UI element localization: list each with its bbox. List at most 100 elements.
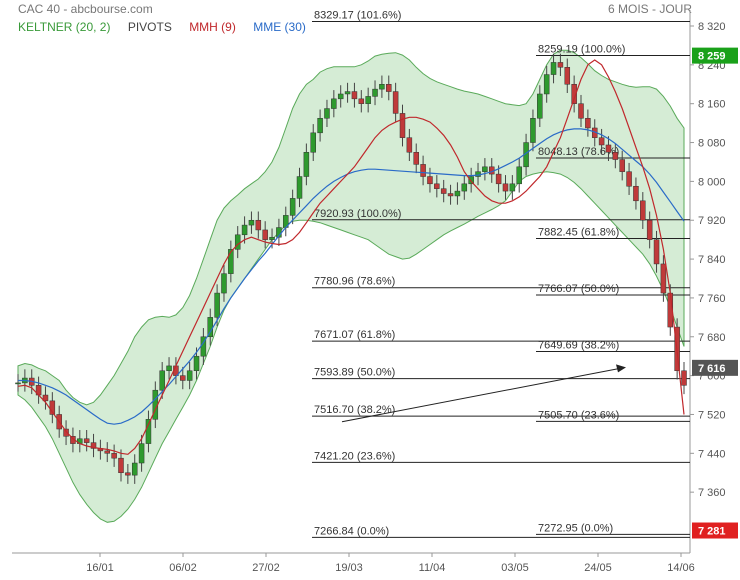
candle-body	[337, 93, 344, 100]
candle-body	[392, 91, 399, 114]
y-tick-label: 7 520	[698, 409, 726, 421]
candle-body	[564, 67, 571, 85]
candle-body	[516, 166, 522, 185]
price-tag	[692, 47, 738, 64]
candle-body	[420, 164, 426, 177]
candle-body	[509, 183, 516, 192]
candle-body	[626, 171, 632, 187]
candle-body	[660, 263, 667, 294]
fib-left-label: 7780.96 (78.6%)	[314, 276, 395, 288]
candle-body	[138, 443, 145, 464]
mme-30-line	[18, 128, 685, 425]
candle-body	[468, 176, 474, 185]
candle-body	[543, 74, 550, 95]
candle-body	[646, 219, 653, 240]
candle-body	[111, 453, 117, 459]
candle-body	[578, 103, 584, 119]
candle-body	[331, 98, 337, 109]
y-tick-label: 7 760	[698, 293, 726, 305]
x-tick-label: 19/03	[335, 562, 363, 574]
y-tick-label: 7 360	[698, 487, 726, 499]
candle-body	[351, 91, 358, 100]
candle-body	[317, 118, 323, 134]
y-tick-label: 8 160	[698, 99, 726, 111]
candle-body	[502, 183, 509, 192]
fib-right-label: 7766.07 (50.0%)	[538, 283, 619, 295]
candle-body	[640, 200, 646, 221]
fib-right-label: 7649.69 (38.2%)	[538, 339, 619, 351]
x-tick-label: 03/05	[501, 562, 529, 574]
candle-body	[482, 166, 488, 172]
y-tick-label: 7 840	[698, 254, 726, 266]
legend-mme: MME (30)	[253, 20, 306, 34]
x-tick-label: 24/05	[584, 562, 612, 574]
price-tag	[692, 522, 738, 539]
candle-body	[413, 152, 419, 165]
y-tick-label: 7 920	[698, 215, 726, 227]
candle-body	[145, 419, 152, 444]
candle-body	[15, 382, 21, 385]
candle-body	[118, 457, 124, 473]
candle-body	[90, 442, 97, 449]
trend-arrow-head	[616, 364, 626, 373]
y-tick-label: 7 440	[698, 448, 726, 460]
candle-body	[612, 152, 619, 160]
fib-left-label: 7920.93 (100.0%)	[314, 208, 401, 220]
x-tick-label: 14/06	[667, 562, 695, 574]
candle-body	[681, 370, 687, 386]
candle-body	[605, 144, 612, 153]
price-tag-label: 8 259	[698, 51, 726, 63]
candle-body	[241, 224, 248, 236]
x-tick-label: 06/02	[169, 562, 197, 574]
candle-body	[440, 188, 447, 194]
candle-body	[461, 183, 468, 192]
candle-body	[104, 450, 111, 454]
mmh-9-line	[17, 59, 685, 455]
candle-body	[193, 355, 200, 372]
candle-body	[365, 96, 371, 104]
candle-body	[550, 62, 557, 75]
candle-body	[495, 173, 502, 185]
candle-body	[406, 137, 413, 153]
candle-body	[557, 62, 564, 68]
candle-body	[653, 239, 660, 265]
candle-body	[585, 118, 591, 129]
trend-arrow	[341, 367, 621, 423]
candle-body	[427, 176, 433, 185]
x-tick-label: 11/04	[419, 562, 446, 574]
price-tag-label: 7 616	[698, 363, 726, 375]
candle-body	[63, 428, 69, 437]
fib-right-label: 8259.19 (100.0%)	[538, 44, 625, 56]
fib-left-label: 7266.84 (0.0%)	[314, 525, 389, 537]
candle-body	[386, 84, 392, 92]
x-tick-label: 27/02	[252, 562, 280, 574]
candle-body	[159, 370, 165, 391]
chart-period: 6 MOIS - JOUR	[607, 2, 692, 16]
fib-left-label: 8329.17 (101.6%)	[314, 10, 401, 22]
y-tick-label: 8 320	[698, 21, 726, 33]
candle-body	[296, 176, 303, 199]
y-tick-label: 8 080	[698, 138, 726, 150]
candle-body	[262, 229, 268, 240]
price-tag	[692, 359, 738, 376]
legend-keltner: KELTNER (20, 2)	[18, 20, 111, 34]
y-tick-label: 7 680	[698, 332, 726, 344]
candle-body	[186, 370, 193, 381]
candle-body	[310, 132, 316, 153]
candle-body	[83, 438, 90, 443]
candle-body	[166, 365, 172, 372]
candle-body	[180, 375, 186, 381]
price-tag-label: 7 281	[698, 526, 726, 538]
fib-right-label: 8048.13 (78.6%)	[538, 146, 619, 158]
candle-body	[255, 219, 262, 231]
chart-source: CAC 40 - abcbourse.com	[18, 2, 153, 16]
candle-body	[530, 118, 536, 143]
candle-body	[447, 193, 454, 197]
candle-body	[358, 98, 365, 104]
candle-body	[619, 159, 625, 172]
candle-body	[303, 152, 310, 177]
candle-body	[571, 84, 577, 104]
x-tick-label: 16/01	[86, 562, 114, 574]
